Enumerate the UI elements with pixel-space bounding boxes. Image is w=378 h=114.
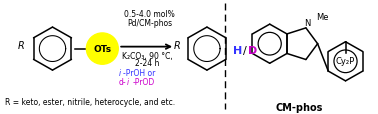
Circle shape — [87, 34, 118, 65]
Text: R: R — [173, 40, 180, 50]
Text: /: / — [243, 45, 246, 55]
Text: K₂CO₃, 90 °C,: K₂CO₃, 90 °C, — [122, 51, 173, 60]
Text: -PrOH or: -PrOH or — [123, 69, 156, 78]
Text: H: H — [233, 45, 242, 55]
Text: i: i — [127, 77, 129, 86]
Text: D: D — [248, 45, 257, 55]
Text: -PrOD: -PrOD — [132, 77, 155, 86]
Text: 0.5-4.0 mol%: 0.5-4.0 mol% — [124, 10, 175, 19]
Text: R: R — [18, 40, 25, 50]
Text: Cy₂P: Cy₂P — [336, 57, 355, 66]
Text: R = keto, ester, nitrile, heterocycle, and etc.: R = keto, ester, nitrile, heterocycle, a… — [5, 97, 175, 106]
Text: 2-24 h: 2-24 h — [135, 59, 160, 68]
Text: d-: d- — [118, 77, 126, 86]
Text: N: N — [304, 19, 310, 28]
Text: i: i — [118, 69, 120, 78]
Text: Me: Me — [316, 13, 328, 21]
Text: OTs: OTs — [93, 45, 112, 54]
Text: CM-phos: CM-phos — [276, 102, 323, 112]
Text: Pd/CM-phos: Pd/CM-phos — [127, 19, 172, 28]
